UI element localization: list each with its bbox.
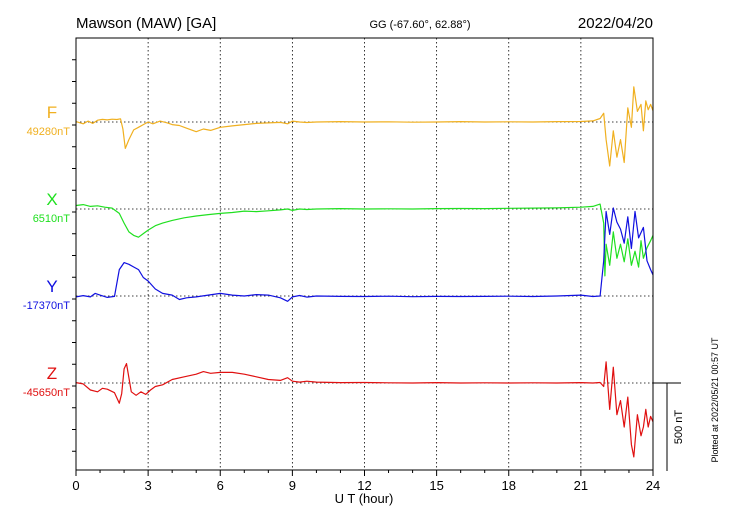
scale-bar: 500 nT xyxy=(653,382,685,471)
series-x-line xyxy=(75,203,654,277)
plotted-note: Plotted at 2022/05/21 00:57 UT xyxy=(710,337,720,463)
series-x-name: X xyxy=(46,190,57,209)
chart-title: Mawson (MAW) [GA] xyxy=(76,15,216,32)
series-x-baseline: 6510nT xyxy=(33,213,71,225)
series-f-baseline: 49280nT xyxy=(27,126,71,138)
x-ticks: 0 3 6 9 12 15 18 21 24 xyxy=(72,59,660,493)
x-tick-label: 15 xyxy=(429,478,443,493)
x-tick-label: 12 xyxy=(357,478,371,493)
series-f-line xyxy=(75,86,654,167)
traces xyxy=(75,86,654,458)
series-y-name: Y xyxy=(46,277,57,296)
x-tick-label: 6 xyxy=(217,478,224,493)
x-tick-label: 9 xyxy=(289,478,296,493)
x-tick-label: 0 xyxy=(72,478,79,493)
x-tick-label: 3 xyxy=(145,478,152,493)
x-tick-label: 24 xyxy=(646,478,660,493)
series-y-line xyxy=(75,207,654,302)
series-z-baseline: -45650nT xyxy=(23,387,70,399)
coordinates: GG (-67.60°, 62.88°) xyxy=(369,19,470,31)
series-y-baseline: -17370nT xyxy=(23,300,70,312)
x-axis-label: U T (hour) xyxy=(335,491,394,506)
date-label: 2022/04/20 xyxy=(578,15,653,32)
scale-bar-label: 500 nT xyxy=(673,410,685,445)
series-f-name: F xyxy=(47,103,57,122)
grid xyxy=(76,38,653,470)
x-tick-label: 18 xyxy=(502,478,516,493)
series-z-name: Z xyxy=(47,364,57,383)
series-labels: F 49280nT X 6510nT Y -17370nT Z -45650nT xyxy=(23,103,70,399)
series-z-line xyxy=(75,361,654,458)
x-tick-label: 21 xyxy=(574,478,588,493)
